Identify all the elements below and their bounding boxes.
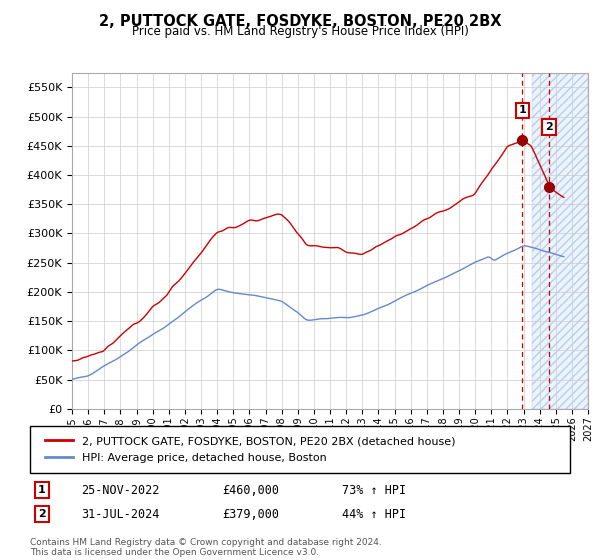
Text: Contains HM Land Registry data © Crown copyright and database right 2024.
This d: Contains HM Land Registry data © Crown c… bbox=[30, 538, 382, 557]
Text: 1: 1 bbox=[38, 485, 46, 495]
Text: 25-NOV-2022: 25-NOV-2022 bbox=[81, 483, 160, 497]
Text: 2, PUTTOCK GATE, FOSDYKE, BOSTON, PE20 2BX: 2, PUTTOCK GATE, FOSDYKE, BOSTON, PE20 2… bbox=[99, 14, 501, 29]
Text: £379,000: £379,000 bbox=[222, 507, 279, 521]
Text: 31-JUL-2024: 31-JUL-2024 bbox=[81, 507, 160, 521]
Text: 2: 2 bbox=[545, 122, 553, 132]
Legend: 2, PUTTOCK GATE, FOSDYKE, BOSTON, PE20 2BX (detached house), HPI: Average price,: 2, PUTTOCK GATE, FOSDYKE, BOSTON, PE20 2… bbox=[41, 431, 460, 468]
Text: 2: 2 bbox=[38, 509, 46, 519]
Bar bbox=[532, 73, 588, 409]
Text: 1: 1 bbox=[518, 105, 526, 115]
Text: £460,000: £460,000 bbox=[222, 483, 279, 497]
Text: 73% ↑ HPI: 73% ↑ HPI bbox=[342, 483, 406, 497]
Text: 44% ↑ HPI: 44% ↑ HPI bbox=[342, 507, 406, 521]
FancyBboxPatch shape bbox=[30, 426, 570, 473]
Bar bbox=[532, 73, 588, 409]
Text: Price paid vs. HM Land Registry's House Price Index (HPI): Price paid vs. HM Land Registry's House … bbox=[131, 25, 469, 38]
